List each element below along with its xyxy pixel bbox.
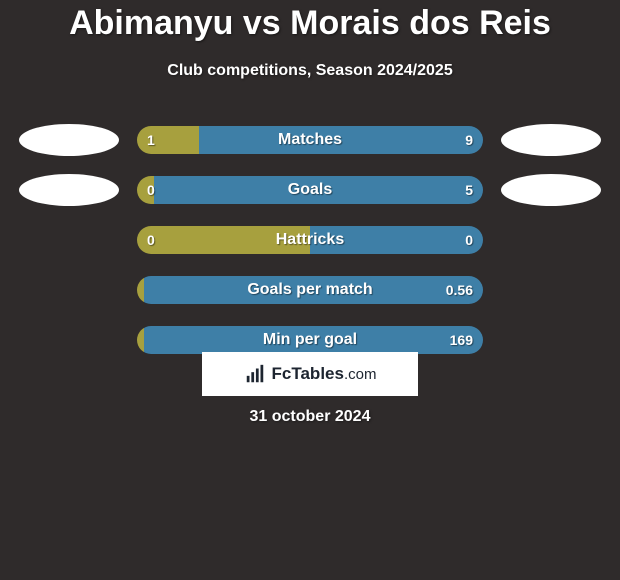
stat-bar: 05Goals <box>137 176 483 204</box>
stat-row: 0.56Goals per match <box>0 274 620 306</box>
stat-label: Goals per match <box>137 276 483 304</box>
stat-bars: 19Matches 05Goals 00Hattricks 0.56Goals per… <box>0 124 620 356</box>
stat-row: 00Hattricks <box>0 224 620 256</box>
brand-logo[interactable]: FcTables.com <box>202 352 418 396</box>
player-left-marker <box>19 174 119 206</box>
brand-text: FcTables.com <box>272 364 377 384</box>
stat-label: Goals <box>137 176 483 204</box>
player-right-marker <box>501 174 601 206</box>
brand-name: FcTables <box>272 364 344 384</box>
player-right-marker <box>501 124 601 156</box>
stat-label: Min per goal <box>137 326 483 354</box>
stat-row: 19Matches <box>0 124 620 156</box>
stat-bar: 19Matches <box>137 126 483 154</box>
brand-suffix: .com <box>344 366 377 383</box>
player-left-marker <box>19 124 119 156</box>
stat-bar: 0.56Goals per match <box>137 276 483 304</box>
stat-row: 05Goals <box>0 174 620 206</box>
stat-label: Matches <box>137 126 483 154</box>
update-date: 31 october 2024 <box>0 408 620 426</box>
bar-chart-icon <box>244 363 266 385</box>
stat-bar: 00Hattricks <box>137 226 483 254</box>
stat-bar: 169Min per goal <box>137 326 483 354</box>
page-title: Abimanyu vs Morais dos Reis <box>0 4 620 43</box>
comparison-widget: Abimanyu vs Morais dos Reis Club competi… <box>0 0 620 580</box>
page-subtitle: Club competitions, Season 2024/2025 <box>0 62 620 80</box>
stat-label: Hattricks <box>137 226 483 254</box>
